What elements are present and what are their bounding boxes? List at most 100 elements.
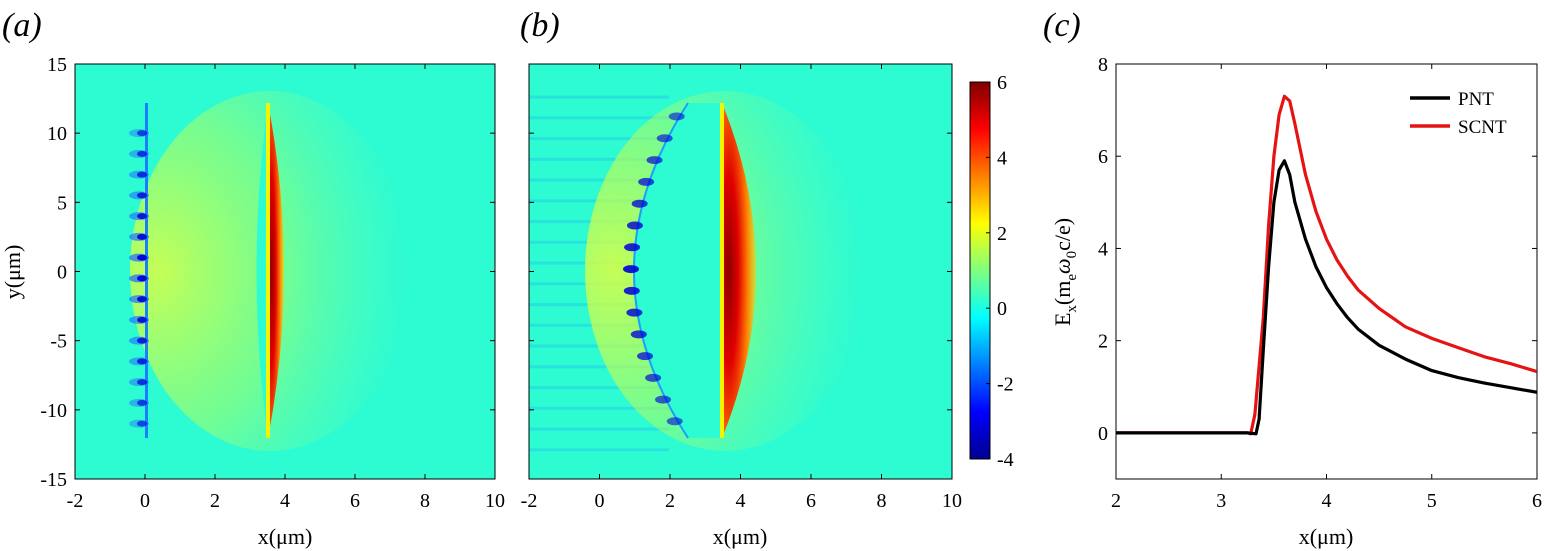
panel-b-field [529, 64, 952, 479]
y-tick-label: 0 [57, 262, 67, 284]
x-tick-label: 8 [877, 490, 887, 512]
modulation-spot [623, 265, 640, 274]
y-tick-label: 8 [1098, 54, 1108, 76]
colorbar-tick-label: 6 [997, 72, 1007, 94]
x-tick-label: 5 [1427, 490, 1437, 512]
x-tick-label: 4 [280, 490, 290, 512]
x-tick-label: -2 [67, 490, 84, 512]
y-tick-label: 5 [57, 192, 67, 214]
panel-b-curved-foil-region [634, 103, 722, 438]
colorbar-tick-label: 0 [997, 298, 1007, 320]
x-tick-label: -2 [521, 490, 538, 512]
panel-a-rear-surface [266, 103, 270, 438]
x-tick-label: 0 [140, 490, 150, 512]
modulation-core [137, 379, 147, 386]
panel-b-front-modulation [623, 112, 685, 426]
colorbar-tick-label: 4 [997, 147, 1007, 169]
panel-a-axes: -2 0 2 4 6 8 10 -15 -10 -5 0 5 10 15 [40, 54, 505, 512]
x-tick-label: 6 [1532, 490, 1542, 512]
incident-stripe [529, 95, 669, 99]
modulation-core [137, 150, 147, 157]
incident-stripe [529, 427, 669, 431]
colorbar-tick-label: -2 [997, 374, 1014, 396]
x-tick-label: 2 [665, 490, 675, 512]
panel-c: (c) 2 3 4 5 6 0 2 4 6 8 x(μm) Ex(meω0c/e) PNT SCN… [1043, 7, 1542, 549]
colorbar-tick-label: 2 [997, 223, 1007, 245]
incident-stripe [529, 178, 669, 182]
x-tick-label: 0 [595, 490, 605, 512]
modulation-core [137, 254, 147, 261]
modulation-core [137, 420, 147, 427]
panel-b-axes: -2 0 2 4 6 8 10 [521, 63, 962, 512]
modulation-spot [655, 395, 672, 404]
y-tick-label: -5 [50, 331, 67, 353]
colorbar-ticks: -4 -2 0 2 4 6 [986, 72, 1014, 471]
modulation-core [137, 358, 147, 365]
y-tick-label: 4 [1098, 238, 1108, 260]
incident-stripe [529, 157, 669, 161]
modulation-core [137, 337, 147, 344]
panel-c-frame [1115, 63, 1538, 480]
panel-a-ylabel: y(μm) [0, 245, 25, 300]
panel-b: (b) -2 0 2 4 6 8 10 x(μm) -4 -2 0 2 4 6 [520, 7, 1014, 549]
x-tick-label: 10 [485, 490, 505, 512]
legend-pnt-label: PNT [1458, 89, 1494, 110]
y-tick-label: 2 [1098, 331, 1108, 353]
incident-stripe [529, 406, 669, 410]
modulation-spot [630, 330, 647, 339]
colorbar-tick-label: -4 [997, 449, 1014, 471]
panel-c-axes: 2 3 4 5 6 0 2 4 6 8 [1098, 54, 1542, 512]
panel-c-ylabel: Ex(meω0c/e) [1050, 218, 1080, 326]
modulation-spot [656, 134, 673, 143]
x-tick-label: 4 [736, 490, 746, 512]
incident-stripe [529, 386, 669, 390]
panel-a-label: (a) [2, 7, 42, 44]
modulation-spot [624, 243, 641, 252]
x-tick-label: 3 [1216, 490, 1226, 512]
y-tick-label: 10 [47, 123, 67, 145]
panel-c-label: (c) [1043, 7, 1081, 44]
modulation-spot [631, 199, 648, 208]
modulation-spot [626, 221, 643, 230]
modulation-spot [646, 156, 663, 165]
colorbar [969, 81, 991, 460]
modulation-spot [645, 373, 662, 382]
x-tick-label: 10 [942, 490, 962, 512]
panel-a-foil-gap [256, 103, 268, 438]
modulation-spot [666, 417, 683, 426]
modulation-core [137, 275, 147, 282]
panel-a: (a) -2 0 2 4 6 8 10 -15 -10 -5 0 5 10 15 x(μm) y(μm) [0, 7, 505, 549]
x-tick-label: 8 [420, 490, 430, 512]
modulation-spot [637, 352, 654, 361]
modulation-spot [623, 286, 640, 295]
modulation-spot [668, 112, 685, 121]
modulation-core [137, 233, 147, 240]
modulation-core [137, 316, 147, 323]
y-tick-label: -15 [40, 469, 67, 491]
x-tick-label: 2 [210, 490, 220, 512]
x-tick-label: 4 [1322, 490, 1332, 512]
panel-a-field [75, 64, 495, 479]
y-tick-label: 6 [1098, 146, 1108, 168]
modulation-core [137, 130, 147, 137]
panel-a-front-modulation [129, 129, 149, 428]
panel-b-xlabel: x(μm) [713, 524, 768, 549]
panel-b-label: (b) [520, 7, 560, 44]
modulation-spot [626, 308, 643, 317]
series-line-pnt [1116, 159, 1537, 436]
svg-text:Ex(meω0c/e): Ex(meω0c/e) [1050, 218, 1080, 326]
modulation-core [137, 399, 147, 406]
panel-c-lines [1116, 94, 1537, 436]
panel-a-xlabel: x(μm) [258, 524, 313, 549]
incident-stripe [529, 137, 669, 141]
x-tick-label: 6 [806, 490, 816, 512]
panel-a-foil [145, 103, 148, 438]
modulation-core [137, 192, 147, 199]
y-tick-label: 0 [1098, 423, 1108, 445]
modulation-core [137, 296, 147, 303]
panel-b-rear-sheath [722, 103, 756, 438]
series-line-scnt [1116, 94, 1537, 436]
incident-stripe [529, 448, 669, 452]
incident-stripe [529, 116, 669, 120]
